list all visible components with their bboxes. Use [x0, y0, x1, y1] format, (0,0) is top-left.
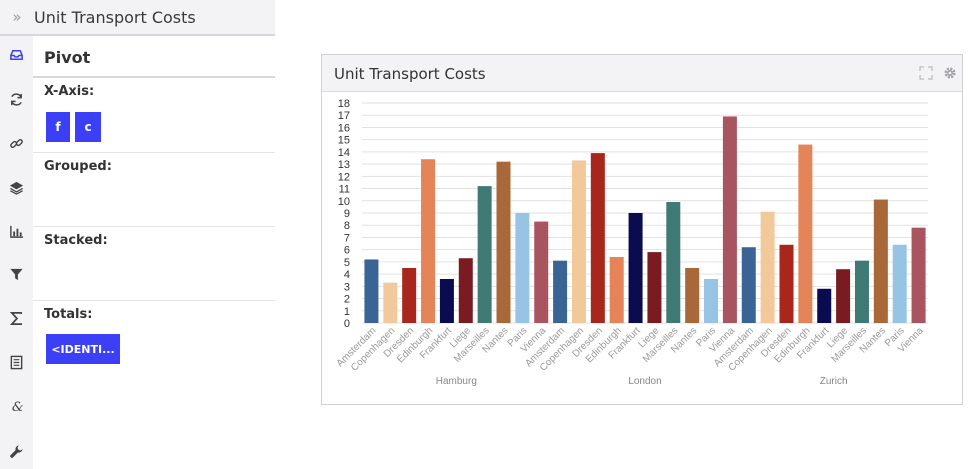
y-tick-label: 17 [338, 110, 350, 122]
y-tick-label: 12 [338, 171, 350, 183]
chart-card-header: Unit Transport Costs [322, 55, 962, 92]
bar [817, 288, 832, 323]
y-tick-label: 2 [344, 294, 350, 306]
y-tick-label: 1 [344, 306, 350, 318]
bar [854, 260, 869, 323]
totals-section[interactable]: Totals: <IDENTI... [33, 301, 275, 381]
y-tick-label: 9 [344, 208, 350, 220]
group-label: Hamburg [436, 376, 477, 387]
y-tick-label: 11 [339, 184, 350, 196]
refresh-icon [11, 92, 22, 106]
ampersand-icon: & [12, 400, 24, 414]
bar [722, 116, 737, 323]
y-tick-label: 6 [344, 245, 350, 257]
pivot-title-divider [33, 76, 275, 78]
rail-item-sigma[interactable] [0, 304, 33, 332]
bar [685, 268, 700, 323]
bar [798, 144, 813, 323]
wrench-icon [10, 444, 23, 458]
stacked-section[interactable]: Stacked: [33, 227, 275, 301]
rail-item-ampersand[interactable]: & [0, 392, 33, 420]
bar [779, 244, 794, 323]
rail-item-filter[interactable] [0, 260, 33, 288]
rail-item-document[interactable] [0, 348, 33, 376]
y-tick-label: 0 [344, 318, 350, 330]
bar [628, 213, 643, 323]
bar [873, 199, 888, 323]
bar [647, 252, 662, 323]
bar [534, 221, 549, 323]
group-label: Zurich [820, 376, 848, 387]
link-icon [10, 138, 23, 148]
bar [458, 258, 473, 323]
bar [515, 213, 530, 323]
x-axis-section[interactable]: X-Axis: f c [33, 78, 275, 153]
chevrons-right-icon[interactable]: » [12, 8, 22, 26]
bar [553, 260, 568, 323]
x-axis-label: X-Axis: [44, 84, 95, 99]
x-axis-chip-f[interactable]: f [46, 112, 70, 142]
bar [439, 279, 454, 323]
bar [741, 247, 756, 323]
rail-item-link[interactable] [0, 129, 33, 157]
x-axis-chip-c[interactable]: c [75, 112, 101, 142]
bar [704, 279, 719, 323]
stacked-label: Stacked: [44, 233, 108, 248]
layers-icon [9, 181, 24, 195]
bar [402, 268, 417, 323]
bar [383, 282, 398, 323]
pivot-title: Pivot [44, 48, 91, 67]
y-tick-label: 18 [338, 98, 350, 110]
bar [836, 269, 851, 323]
group-label: London [628, 376, 661, 387]
filter-icon [10, 268, 23, 280]
bar [911, 227, 926, 323]
sigma-icon [9, 311, 23, 325]
bar [421, 159, 436, 323]
y-tick-label: 14 [338, 147, 350, 159]
rail-item-layers[interactable] [0, 173, 33, 201]
y-tick-label: 13 [338, 159, 350, 171]
bar [760, 211, 775, 323]
rail-item-tools[interactable] [0, 437, 33, 465]
svg-text:&: & [12, 400, 24, 414]
bar [609, 257, 624, 323]
y-tick-label: 5 [344, 257, 350, 269]
rail-item-refresh[interactable] [0, 85, 33, 113]
bar-chart: 0123456789101112131415161718AmsterdamCop… [335, 98, 928, 387]
chart-card: Unit Transport Costs 0 1 2 3 4 5 6 7 8 9 10 11 12 13 1… [321, 54, 963, 405]
bar [892, 244, 907, 323]
bar-chart-icon [10, 225, 24, 238]
document-icon [10, 355, 23, 369]
rail-item-data[interactable] [0, 40, 33, 68]
bar [666, 202, 681, 323]
y-tick-label: 8 [344, 220, 350, 232]
inbox-icon [10, 49, 23, 60]
y-tick-label: 4 [344, 269, 350, 281]
y-tick-label: 15 [338, 135, 350, 147]
y-tick-label: 10 [338, 196, 350, 208]
bar [571, 160, 586, 323]
gear-icon[interactable] [943, 66, 957, 80]
bar [496, 161, 511, 323]
grouped-label: Grouped: [44, 159, 112, 174]
y-tick-label: 16 [338, 122, 350, 134]
expand-icon[interactable] [919, 66, 933, 80]
totals-label: Totals: [44, 307, 93, 322]
y-tick-label: 3 [344, 281, 350, 293]
pivot-panel: Pivot X-Axis: f c Grouped: Stacked: Tota… [33, 36, 275, 469]
totals-chip[interactable]: <IDENTI... [46, 334, 120, 364]
icon-rail: & [0, 36, 33, 469]
bar [477, 186, 492, 323]
bar [364, 259, 379, 323]
app-title: Unit Transport Costs [34, 7, 196, 27]
grouped-section[interactable]: Grouped: [33, 153, 275, 227]
app-header: » Unit Transport Costs [0, 0, 275, 36]
bar [590, 153, 605, 323]
rail-item-chart[interactable] [0, 217, 33, 245]
y-tick-label: 7 [344, 232, 350, 244]
chart-card-title: Unit Transport Costs [334, 65, 486, 83]
